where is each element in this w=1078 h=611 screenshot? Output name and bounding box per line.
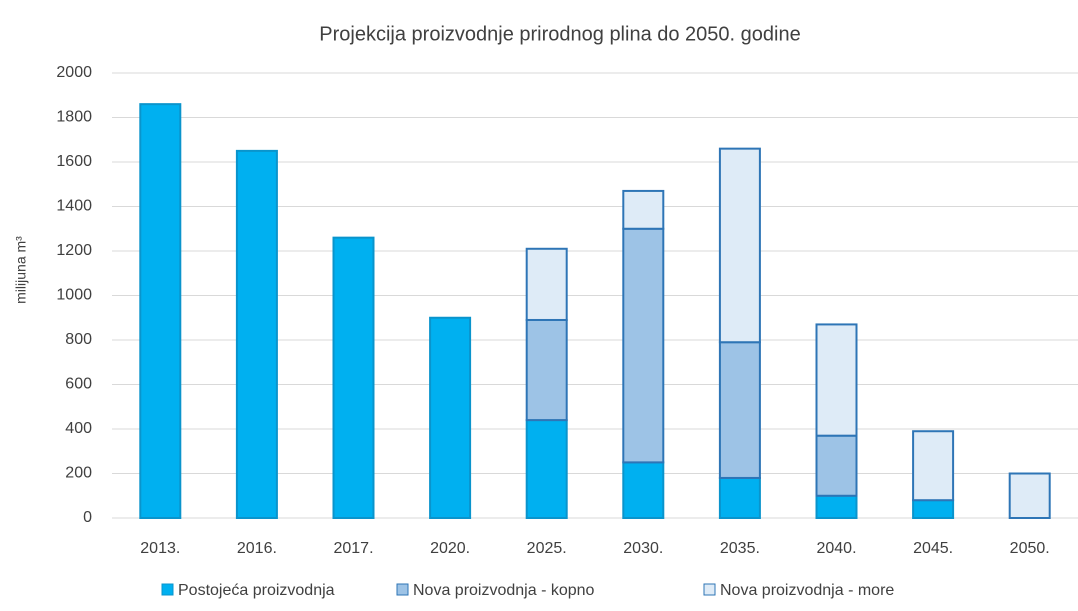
bar-segment (622, 461, 665, 519)
bar-segment (525, 419, 568, 520)
bar-segment (525, 247, 568, 321)
bar-segment (815, 434, 858, 497)
x-tick-label: 2025. (527, 540, 567, 557)
x-tick-label: 2040. (816, 540, 856, 557)
x-tick-label: 2016. (237, 540, 277, 557)
y-tick-label: 1000 (56, 287, 92, 304)
bar-segment (912, 499, 955, 520)
legend-swatch (703, 583, 716, 596)
legend-swatch (161, 583, 174, 596)
y-axis-label: milijuna m³ (13, 236, 29, 304)
bar-segment (139, 103, 182, 520)
x-tick-label: 2050. (1010, 540, 1050, 557)
y-tick-label: 400 (65, 420, 92, 437)
x-tick-label: 2035. (720, 540, 760, 557)
x-tick-label: 2030. (623, 540, 663, 557)
bar-segment (815, 494, 858, 519)
y-tick-label: 0 (83, 509, 92, 526)
x-tick-label: 2013. (140, 540, 180, 557)
y-tick-label: 1200 (56, 242, 92, 259)
bar-segment (429, 316, 472, 519)
y-tick-label: 2000 (56, 64, 92, 81)
bar-segment (622, 189, 665, 230)
bar-segment (235, 149, 278, 519)
y-tick-label: 800 (65, 331, 92, 348)
legend-label: Nova proizvodnja - more (720, 582, 894, 599)
y-tick-label: 1800 (56, 109, 92, 126)
bar-segment (718, 147, 761, 344)
y-tick-label: 1600 (56, 153, 92, 170)
chart-title: Projekcija proizvodnje prirodnog plina d… (319, 23, 800, 45)
y-tick-label: 200 (65, 465, 92, 482)
legend-label: Nova proizvodnja - kopno (413, 582, 595, 599)
y-tick-label: 1400 (56, 198, 92, 215)
y-tick-label: 600 (65, 376, 92, 393)
bar-segment (332, 236, 375, 519)
bar-segment (815, 323, 858, 437)
bar-segment (912, 430, 955, 502)
x-tick-label: 2017. (333, 540, 373, 557)
bar-segment (718, 341, 761, 479)
bar-segment (525, 318, 568, 422)
bar-segment (718, 476, 761, 520)
legend-swatch (396, 583, 409, 596)
legend-label: Postojeća proizvodnja (178, 582, 335, 599)
bar-segment (622, 227, 665, 464)
x-tick-label: 2020. (430, 540, 470, 557)
bar-segment (1008, 472, 1051, 519)
x-tick-label: 2045. (913, 540, 953, 557)
